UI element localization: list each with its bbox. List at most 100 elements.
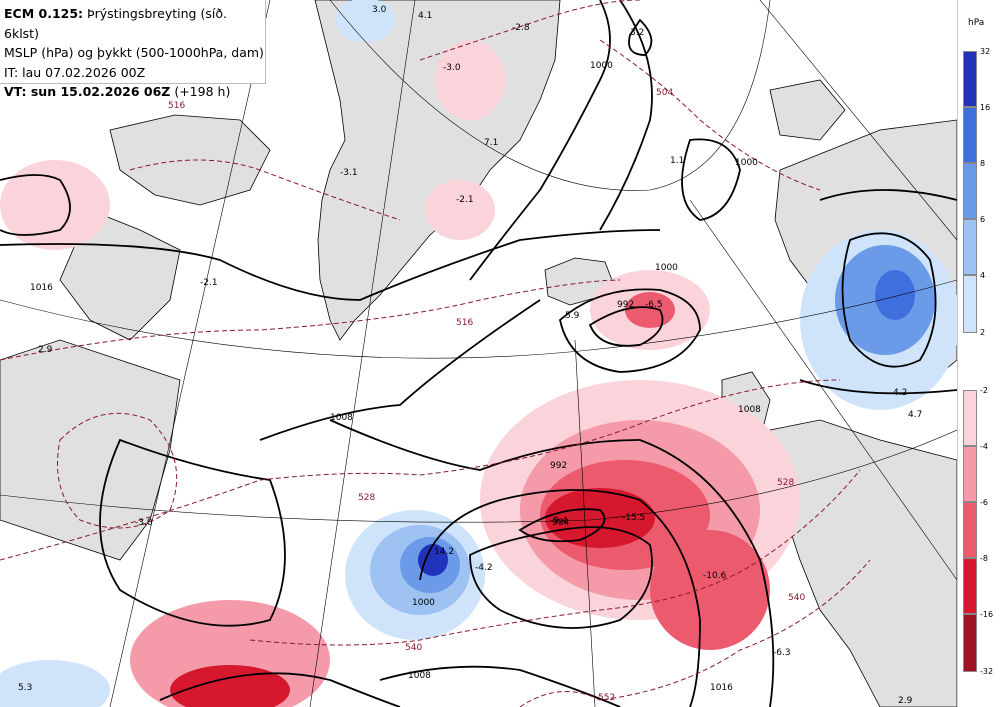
fall-area-northwest: [0, 160, 110, 250]
pressure-change-label: -4.2: [475, 563, 493, 573]
pressure-change-label: -2.1: [200, 278, 218, 288]
valid-time: VT: sun 15.02.2026 06Z: [4, 84, 171, 99]
weather-map: 1008 1000 992 1016 1000 1000 992 984 100…: [0, 0, 957, 707]
legend-swatch-fall: [963, 614, 977, 672]
legend-tick: -2: [980, 386, 988, 395]
map-title-box: ECM 0.125: Þrýstingsbreyting (síð. 6klst…: [0, 0, 266, 99]
rise-area-north: [335, 0, 395, 42]
rise-area-scandinavia-core: [875, 270, 915, 320]
field-description: Þrýstingsbreyting (síð. 6klst): [4, 6, 227, 41]
legend-swatch-fall: [963, 390, 977, 446]
pressure-change-label: 7.1: [484, 138, 498, 148]
pressure-change-label: -3.0: [135, 518, 153, 528]
fall-area-southwest-core: [170, 665, 290, 707]
pressure-change-label: 4.2: [893, 388, 907, 398]
color-legend: hPa 32 16 8 6 4 2 -2 -4 -6 -8 -16 -32: [957, 0, 1000, 707]
thickness-label: 528: [777, 478, 794, 488]
pressure-change-label: -3.1: [340, 168, 358, 178]
pressure-change-label: 4.1: [418, 11, 432, 21]
pressure-change-label: 5.3: [18, 683, 32, 693]
isobar-label: 992: [617, 300, 634, 310]
isobar-label: 1008: [738, 405, 761, 415]
isobar-label: 1000: [412, 598, 435, 608]
rise-area-atlantic-max: [418, 544, 448, 576]
pressure-change-label: -15.5: [622, 513, 645, 523]
isobar-label: 1016: [30, 283, 53, 293]
legend-unit: hPa: [968, 18, 985, 28]
pressure-change-label: -2.8: [512, 23, 530, 33]
legend-swatch-rise: [963, 275, 977, 333]
pressure-change-label: -6.5: [645, 300, 663, 310]
pressure-change-label: 1.1: [670, 156, 684, 166]
legend-tick: -32: [980, 667, 994, 676]
legend-tick: -4: [980, 442, 988, 451]
pressure-change-label: -2.1: [456, 195, 474, 205]
legend-swatch-fall: [963, 502, 977, 558]
model-name: ECM 0.125:: [4, 6, 84, 21]
svalbard: [769, 79, 846, 141]
pressure-change-label-group: 3.0 4.1 -2.8 3.2 -3.0 1.1 -3.1 7.1 -2.1 …: [18, 5, 922, 706]
thickness-label: 528: [358, 493, 375, 503]
fall-area-greenland-east: [425, 180, 495, 240]
legend-tick: -8: [980, 554, 988, 563]
fall-area-greenland-north: [435, 40, 505, 120]
title-line-model: ECM 0.125: Þrýstingsbreyting (síð. 6klst…: [4, 4, 265, 43]
legend-swatch-rise: [963, 163, 977, 219]
pressure-fall-shading: [0, 40, 800, 707]
title-line-valid-time: VT: sun 15.02.2026 06Z (+198 h): [4, 82, 265, 102]
legend-tick: 8: [980, 159, 986, 168]
thickness-label: 540: [405, 643, 422, 653]
pressure-change-label: -10.6: [703, 571, 727, 581]
pressure-change-label: 5.9: [565, 311, 580, 321]
thickness-lines: [0, 0, 871, 707]
baffin-island: [59, 209, 181, 341]
pressure-change-label: 3.2: [630, 28, 644, 38]
isobar-label: 992: [550, 461, 567, 471]
thickness-label: 504: [656, 88, 673, 98]
isobar-label: 1000: [590, 61, 613, 71]
fall-area-iceland-east-core: [625, 292, 675, 328]
legend-swatch-fall: [963, 446, 977, 502]
forecast-hour: (+198 h): [170, 84, 231, 99]
isobars: [0, 0, 957, 707]
isobar-label-group: 1008 1000 992 1016 1000 1000 992 984 100…: [30, 61, 761, 693]
thickness-label: 516: [456, 318, 473, 328]
thickness-label: 552: [598, 693, 615, 703]
legend-tick: 6: [980, 215, 986, 224]
title-line-fields: MSLP (hPa) og þykkt (500-1000hPa, dam): [4, 45, 264, 60]
legend-tick: 32: [980, 47, 991, 56]
legend-tick: 4: [980, 271, 986, 280]
isobar-label: 1000: [735, 158, 758, 168]
pressure-change-label: 3.0: [372, 5, 387, 15]
isobar-label: 1000: [655, 263, 678, 273]
fall-area-south: [650, 530, 770, 650]
thickness-label: 540: [788, 593, 805, 603]
land-masses: [0, 0, 957, 707]
legend-swatch-rise: [963, 51, 977, 107]
thickness-label-group: 516 528 540 528 540 552 504 516: [168, 88, 805, 703]
isobar-label: 1008: [408, 671, 431, 681]
pressure-change-label: 2.9: [38, 345, 53, 355]
legend-swatch-fall: [963, 558, 977, 614]
pressure-change-label: -6.3: [773, 648, 791, 658]
pressure-change-label: -3.0: [443, 63, 461, 73]
title-line-init-time: IT: lau 07.02.2026 00Z: [4, 64, 146, 80]
isobar-label: 984: [552, 518, 569, 528]
legend-tick: -16: [980, 610, 994, 619]
legend-tick: -6: [980, 498, 988, 507]
legend-tick: 2: [980, 328, 986, 337]
isobar-label: 1008: [330, 413, 353, 423]
pressure-rise-shading: [0, 0, 957, 707]
graticule: [0, 0, 957, 707]
rise-area-southwest: [0, 660, 110, 707]
continental-europe: [769, 419, 957, 707]
thickness-label: 516: [168, 101, 185, 111]
pressure-change-label: 2.9: [898, 696, 913, 706]
legend-swatch-rise: [963, 107, 977, 163]
pressure-change-label: -9.4: [550, 516, 568, 526]
legend-tick: 16: [980, 103, 991, 112]
legend-swatch-rise: [963, 219, 977, 275]
pressure-change-label: 14.2: [434, 547, 454, 557]
pressure-change-label: 4.7: [908, 410, 922, 420]
isobar-label: 1016: [710, 683, 733, 693]
